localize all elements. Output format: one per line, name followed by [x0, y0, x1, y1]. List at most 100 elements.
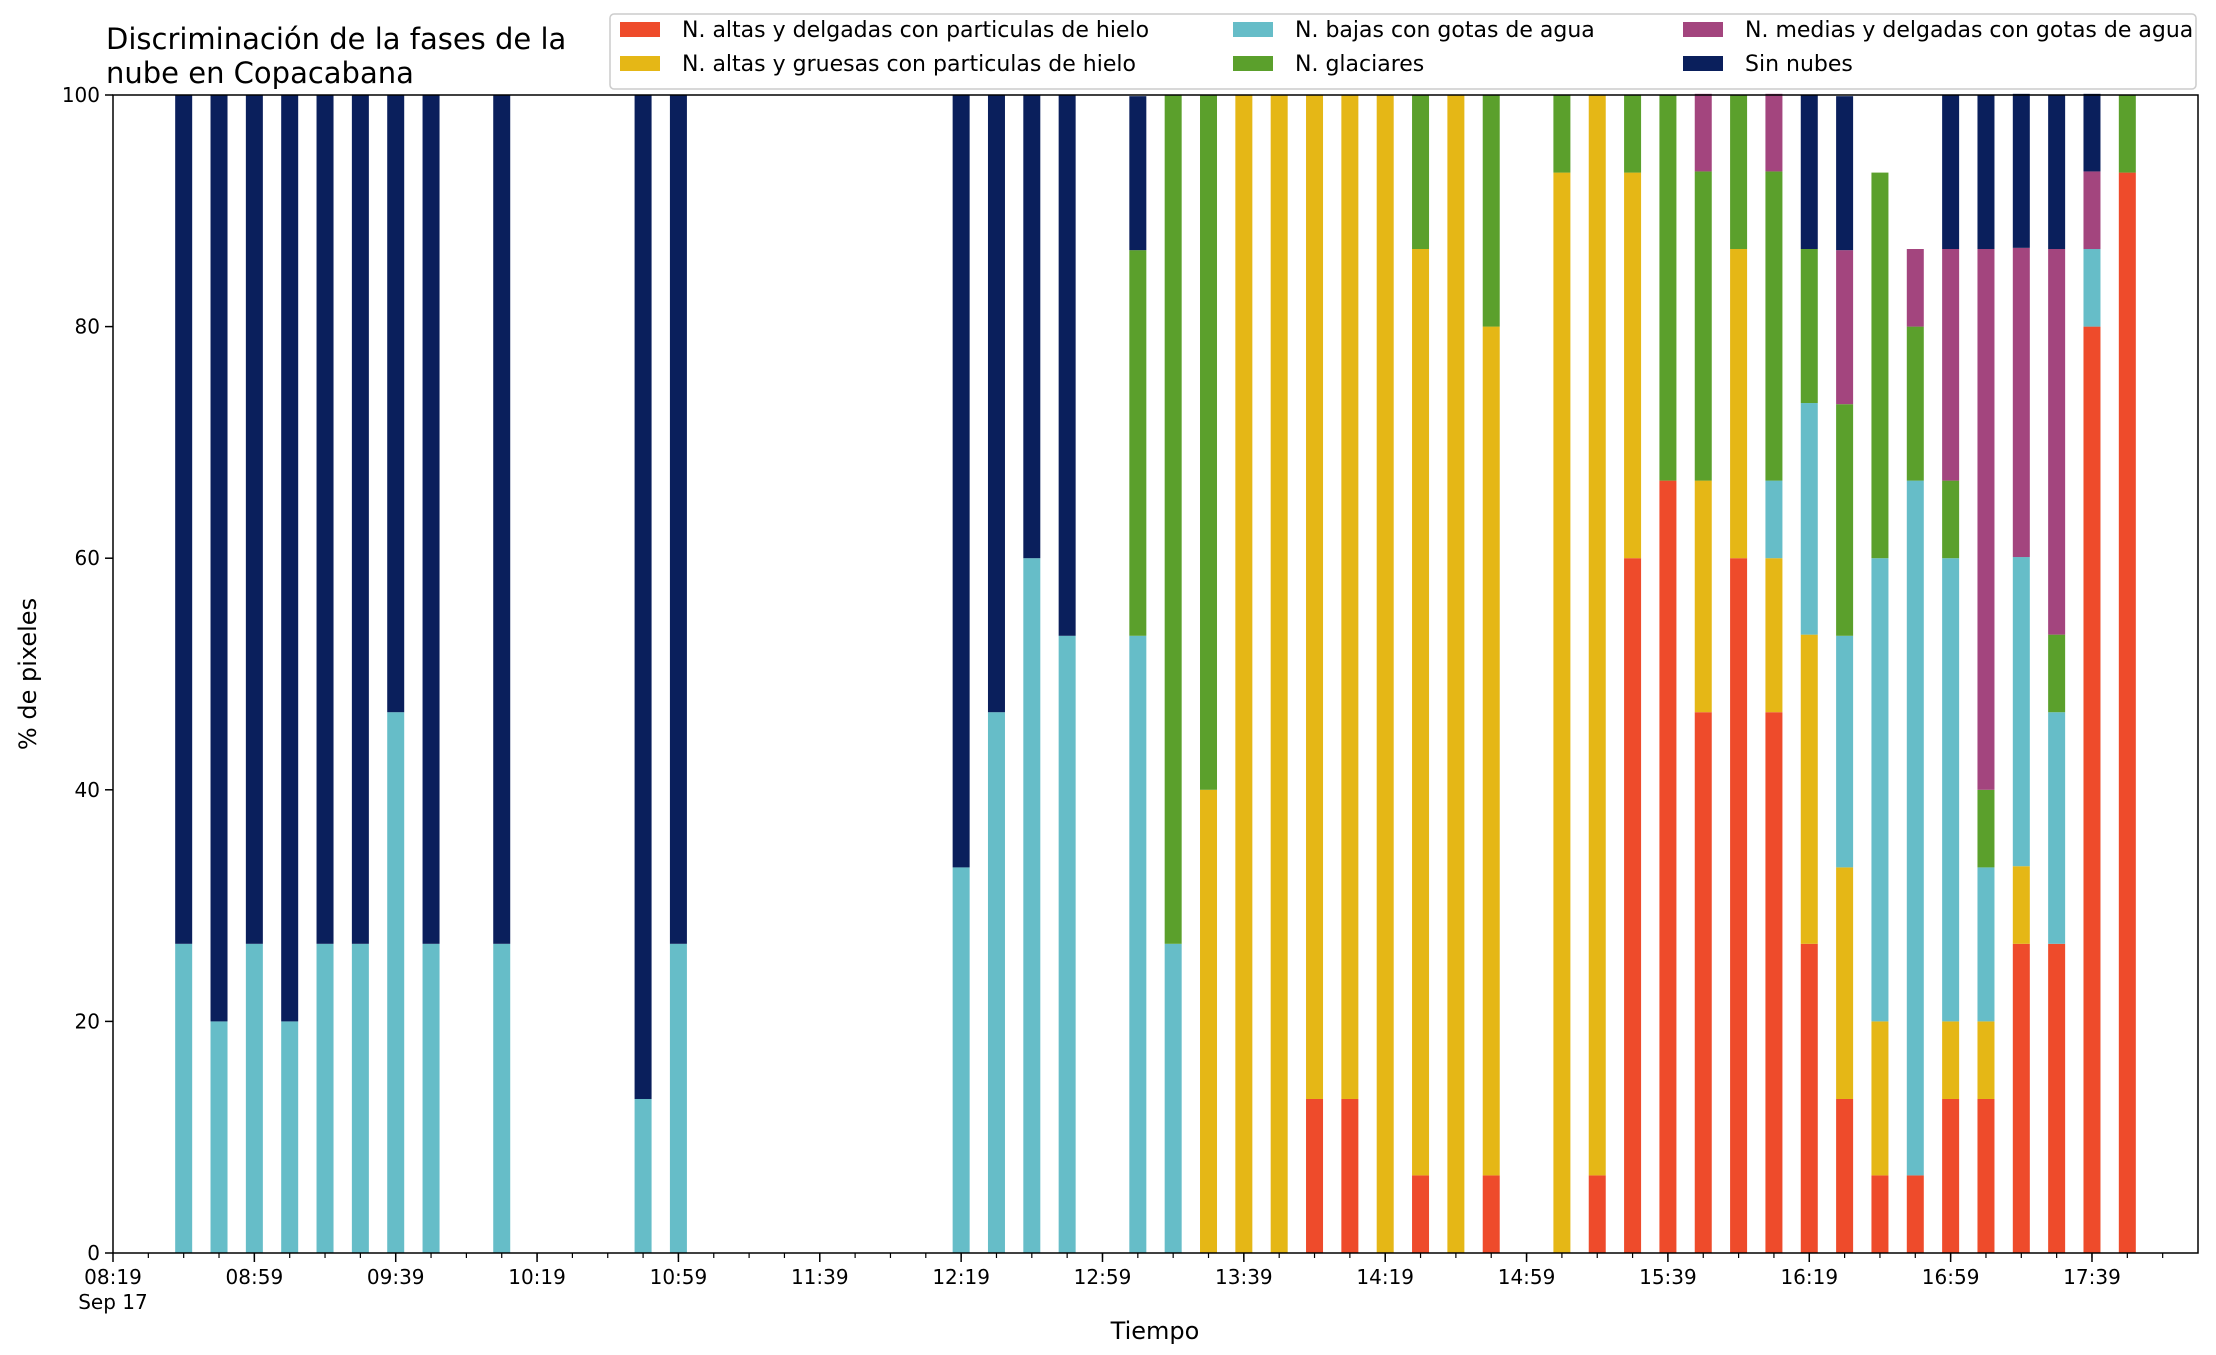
y-tick-label: 80: [75, 315, 100, 339]
bar-segment: [1906, 480, 1924, 1176]
legend-box: [609, 13, 2197, 90]
bar-segment: [1730, 558, 1748, 1253]
bar-segment: [2083, 326, 2101, 1254]
bar-segment: [1694, 712, 1712, 1253]
bar-segment: [1023, 95, 1041, 559]
legend-label: N. glaciares: [1295, 52, 1424, 77]
x-axis-label: Tiempo: [1110, 1317, 1200, 1345]
bar-segment: [1058, 95, 1076, 636]
bar-segment: [1906, 249, 1924, 327]
bar-segment: [316, 95, 334, 944]
bar-segment: [351, 95, 369, 944]
x-tick-label: 12:59: [1074, 1265, 1132, 1289]
bar-segment: [1412, 249, 1430, 1176]
bar-segment: [1800, 943, 1818, 1253]
bar-segment: [987, 712, 1005, 1253]
y-tick-label: 100: [62, 83, 100, 107]
x-tick-label: 13:39: [1215, 1265, 1273, 1289]
bar-segment: [1836, 404, 1854, 636]
bar-segment: [1164, 95, 1182, 944]
bar-segment: [1730, 95, 1748, 250]
bar-segment: [2083, 171, 2101, 250]
bar-segment: [1977, 95, 1995, 250]
bar-segment: [1942, 95, 1960, 250]
bar-segment: [1836, 1098, 1854, 1253]
x-tick-label: 10:59: [650, 1265, 708, 1289]
bar-segment: [1765, 712, 1783, 1253]
bar-segment: [1129, 250, 1147, 636]
bar-segment: [175, 943, 193, 1253]
bar-segment: [1624, 558, 1642, 1253]
chart-title: Discriminación de la fases de la nube en…: [106, 22, 567, 90]
bar-segment: [634, 1098, 652, 1253]
bar-segment: [1412, 95, 1430, 250]
bar-segment: [1624, 95, 1642, 173]
bar-segment: [2012, 247, 2030, 558]
x-tick-label: 08:59: [226, 1265, 284, 1289]
bar-segment: [2012, 943, 2030, 1253]
bar-segment: [1306, 95, 1324, 1099]
bar-segment: [669, 95, 687, 944]
legend-label: N. altas y delgadas con particulas de hi…: [682, 18, 1149, 43]
plot-frame: [112, 94, 2199, 1254]
bar-segment: [1906, 326, 1924, 481]
bar-segment: [281, 1021, 299, 1253]
bar-segment: [952, 95, 970, 868]
legend-swatch: [1233, 22, 1273, 37]
bar-segment: [245, 943, 263, 1253]
bar-segment: [634, 95, 652, 1099]
bar-segment: [1942, 1098, 1960, 1253]
bar-segment: [1765, 480, 1783, 559]
bar-segment: [1553, 95, 1571, 173]
bar-segment: [1836, 250, 1854, 405]
bar-segment: [1412, 1175, 1430, 1253]
y-axis-label: % de pixeles: [14, 598, 42, 750]
bar-segment: [1871, 558, 1889, 1022]
x-tick-label: 10:19: [508, 1265, 566, 1289]
bar-segment: [245, 95, 263, 944]
bar-segment: [1977, 1021, 1995, 1099]
bar-segment: [2048, 95, 2066, 250]
legend: N. altas y delgadas con particulas de hi…: [609, 13, 2197, 90]
bar-segment: [2012, 557, 2030, 867]
y-tick-label: 60: [75, 546, 100, 570]
bar-segment: [316, 943, 334, 1253]
bar-segment: [2012, 866, 2030, 944]
bar-segment: [387, 712, 405, 1253]
bar-layer: [175, 93, 2136, 1254]
x-tick-label: 16:19: [1780, 1265, 1838, 1289]
bar-segment: [1659, 95, 1677, 481]
bar-segment: [1694, 171, 1712, 481]
bar-segment: [1871, 1021, 1889, 1176]
bar-segment: [669, 943, 687, 1253]
x-tick-label: 09:39: [367, 1265, 425, 1289]
x-tick-label: 16:59: [1922, 1265, 1980, 1289]
bar-segment: [2048, 943, 2066, 1253]
bar-segment: [1977, 867, 1995, 1022]
bar-segment: [1942, 249, 1960, 481]
x-tick-label: 15:39: [1639, 1265, 1697, 1289]
bar-segment: [1058, 635, 1076, 1253]
bar-segment: [1129, 635, 1147, 1253]
bar-segment: [1553, 172, 1571, 1254]
bar-segment: [2048, 634, 2066, 713]
bar-segment: [1235, 95, 1253, 1253]
bar-segment: [1200, 789, 1218, 1253]
bar-segment: [1977, 789, 1995, 868]
bar-segment: [2048, 712, 2066, 944]
bar-segment: [1800, 403, 1818, 635]
bar-segment: [281, 95, 299, 1022]
bar-segment: [987, 95, 1005, 713]
bar-segment: [1447, 95, 1465, 1253]
bar-segment: [1482, 326, 1500, 1176]
bar-segment: [422, 943, 440, 1253]
bar-segment: [1482, 1175, 1500, 1253]
bar-segment: [387, 95, 405, 713]
bar-segment: [2118, 172, 2136, 1254]
bar-segment: [1200, 95, 1218, 790]
bar-segment: [1800, 634, 1818, 944]
bar-segment: [1871, 1175, 1889, 1253]
bar-segment: [1836, 867, 1854, 1099]
